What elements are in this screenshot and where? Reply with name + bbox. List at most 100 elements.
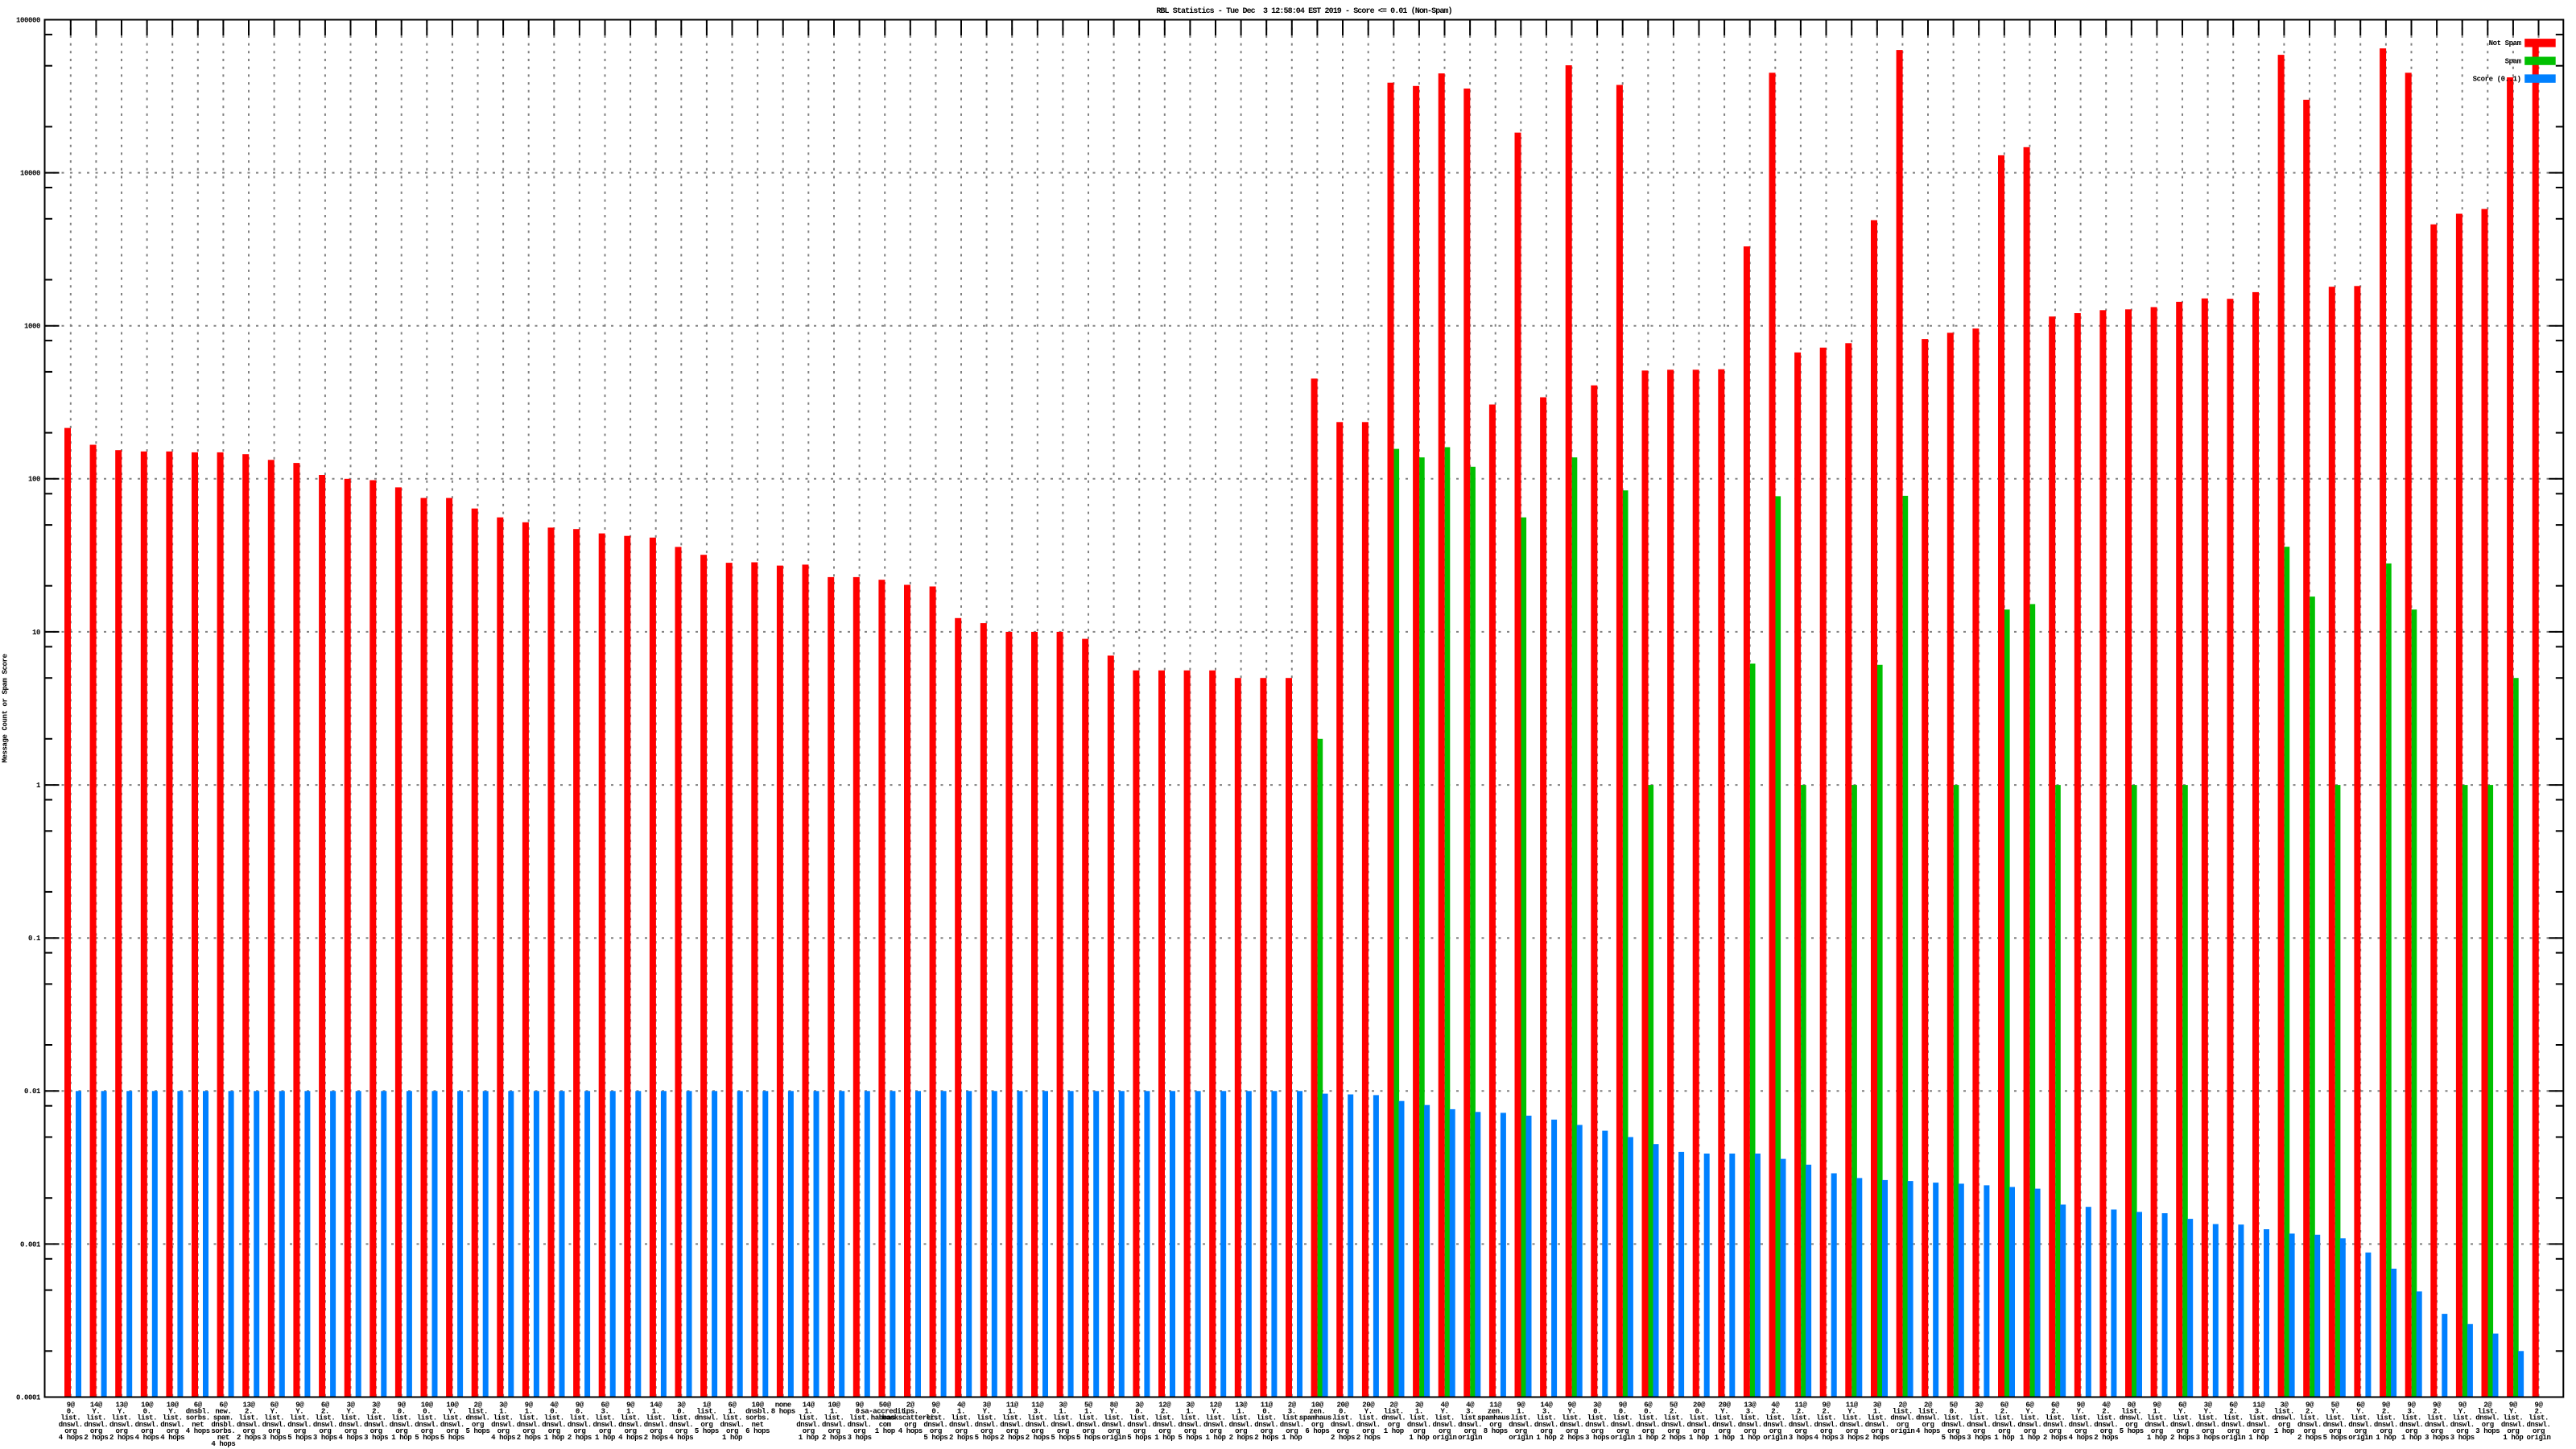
svg-text:dnswl.: dnswl.: [2043, 1421, 2067, 1429]
svg-text:list.: list.: [2121, 1408, 2141, 1416]
svg-text:list.: list.: [1002, 1414, 1022, 1422]
svg-text:Y.: Y.: [118, 1408, 126, 1416]
svg-text:dnswl.: dnswl.: [568, 1421, 592, 1429]
svg-text:3 hops: 3 hops: [1585, 1434, 1609, 1442]
svg-text:dnswl.: dnswl.: [1381, 1414, 1406, 1422]
svg-text:list.: list.: [2401, 1414, 2421, 1422]
svg-text:list.: list.: [2045, 1414, 2065, 1422]
svg-text:1 hop: 1 hop: [1994, 1434, 2014, 1442]
svg-text:org: org: [1846, 1427, 1858, 1435]
svg-text:org: org: [1591, 1427, 1604, 1435]
svg-text:org: org: [1261, 1427, 1273, 1435]
svg-text:11@: 11@: [1006, 1402, 1019, 1410]
svg-text:list.: list.: [1053, 1414, 1073, 1422]
svg-text:dnswl.: dnswl.: [669, 1421, 693, 1429]
svg-text:2 hops: 2 hops: [237, 1434, 261, 1442]
svg-text:5 hops: 5 hops: [440, 1434, 464, 1442]
svg-text:ips.: ips.: [902, 1408, 919, 1416]
svg-text:dnswl.: dnswl.: [491, 1421, 515, 1429]
svg-text:org: org: [1006, 1427, 1018, 1435]
svg-text:3 hops: 3 hops: [313, 1434, 337, 1442]
svg-text:org: org: [2355, 1427, 2367, 1435]
svg-text:dnswl.: dnswl.: [1331, 1421, 1355, 1429]
svg-text:4 hops: 4 hops: [1916, 1427, 1940, 1435]
svg-text:spam.: spam.: [213, 1414, 233, 1422]
svg-text:100: 100: [28, 476, 40, 484]
svg-text:list.: list.: [391, 1414, 411, 1422]
svg-text:Y.: Y.: [2356, 1408, 2364, 1416]
svg-text:dnswl.: dnswl.: [1000, 1421, 1024, 1429]
svg-text:org: org: [599, 1427, 611, 1435]
svg-text:4 hops: 4 hops: [186, 1427, 210, 1435]
svg-text:org: org: [1489, 1421, 1501, 1429]
svg-text:org: org: [141, 1427, 153, 1435]
svg-text:9@: 9@: [2458, 1402, 2467, 1410]
svg-text:org: org: [2176, 1427, 2188, 1435]
svg-text:2@: 2@: [2483, 1402, 2492, 1410]
svg-text:9@: 9@: [856, 1402, 865, 1410]
svg-text:list.: list.: [2503, 1414, 2523, 1422]
svg-text:org: org: [548, 1427, 560, 1435]
svg-text:list.: list.: [1205, 1414, 1225, 1422]
svg-text:4 hops: 4 hops: [160, 1434, 184, 1442]
svg-text:2@: 2@: [906, 1402, 915, 1410]
svg-text:dnswl.: dnswl.: [2501, 1421, 2525, 1429]
svg-text:list.: list.: [1740, 1414, 1760, 1422]
svg-text:list.: list.: [2427, 1414, 2447, 1422]
svg-text:org: org: [1286, 1427, 1298, 1435]
svg-text:1.: 1.: [626, 1408, 634, 1416]
svg-text:dnswl.: dnswl.: [923, 1421, 947, 1429]
svg-text:dnswl.: dnswl.: [313, 1421, 337, 1429]
svg-text:org: org: [1209, 1427, 1221, 1435]
svg-text:4 hops: 4 hops: [491, 1434, 515, 1442]
svg-text:dnswl.: dnswl.: [1916, 1414, 1940, 1422]
svg-text:3@: 3@: [677, 1402, 686, 1410]
svg-text:org: org: [1464, 1427, 1476, 1435]
svg-text:2@: 2@: [473, 1402, 482, 1410]
svg-text:6@: 6@: [2051, 1402, 2060, 1410]
svg-text:dnswl.: dnswl.: [1585, 1421, 1609, 1429]
svg-text:org: org: [675, 1427, 687, 1435]
svg-text:dnswl.: dnswl.: [1127, 1421, 1151, 1429]
svg-text:list.: list.: [290, 1414, 310, 1422]
svg-text:dnswl.: dnswl.: [720, 1421, 744, 1429]
svg-text:dnswl.: dnswl.: [1153, 1421, 1177, 1429]
svg-text:14@: 14@: [650, 1402, 663, 1410]
svg-text:Y.: Y.: [2178, 1408, 2186, 1416]
svg-text:dnswl.: dnswl.: [364, 1421, 388, 1429]
svg-text:0.: 0.: [1135, 1408, 1143, 1416]
svg-text:3.: 3.: [2255, 1408, 2263, 1416]
svg-text:1.: 1.: [1873, 1408, 1881, 1416]
svg-text:20@: 20@: [1336, 1402, 1349, 1410]
svg-text:list.: list.: [238, 1414, 258, 1422]
svg-text:3.: 3.: [1542, 1408, 1550, 1416]
svg-text:1.: 1.: [1517, 1408, 1525, 1416]
svg-text:6@: 6@: [194, 1402, 203, 1410]
svg-text:1 hop: 1 hop: [1689, 1434, 1709, 1442]
svg-text:org: org: [980, 1427, 993, 1435]
svg-text:dnswl.: dnswl.: [2094, 1421, 2118, 1429]
svg-text:dnswl.: dnswl.: [2120, 1414, 2144, 1422]
svg-text:org: org: [115, 1427, 127, 1435]
svg-text:org: org: [625, 1427, 637, 1435]
svg-text:org: org: [1057, 1427, 1069, 1435]
svg-text:org: org: [268, 1427, 280, 1435]
svg-text:4@: 4@: [550, 1402, 559, 1410]
svg-text:1 hop: 1 hop: [2248, 1434, 2268, 1442]
svg-text:org: org: [930, 1427, 942, 1435]
svg-text:4 hops: 4 hops: [2069, 1434, 2093, 1442]
svg-text:org: org: [1362, 1427, 1374, 1435]
svg-text:list.: list.: [1358, 1414, 1378, 1422]
svg-text:12@: 12@: [1158, 1402, 1171, 1410]
svg-text:org: org: [2482, 1421, 2494, 1429]
svg-text:Y.: Y.: [295, 1408, 303, 1416]
svg-text:11@: 11@: [1846, 1402, 1859, 1410]
svg-text:10@: 10@: [752, 1402, 765, 1410]
svg-text:Y.: Y.: [346, 1408, 354, 1416]
svg-text:dnswl.: dnswl.: [2017, 1421, 2041, 1429]
svg-text:1 hop: 1 hop: [2376, 1434, 2396, 1442]
svg-text:org: org: [2329, 1427, 2341, 1435]
svg-text:list.: list.: [1715, 1414, 1735, 1422]
svg-text:org: org: [1540, 1427, 1552, 1435]
svg-text:org: org: [2303, 1427, 2315, 1435]
